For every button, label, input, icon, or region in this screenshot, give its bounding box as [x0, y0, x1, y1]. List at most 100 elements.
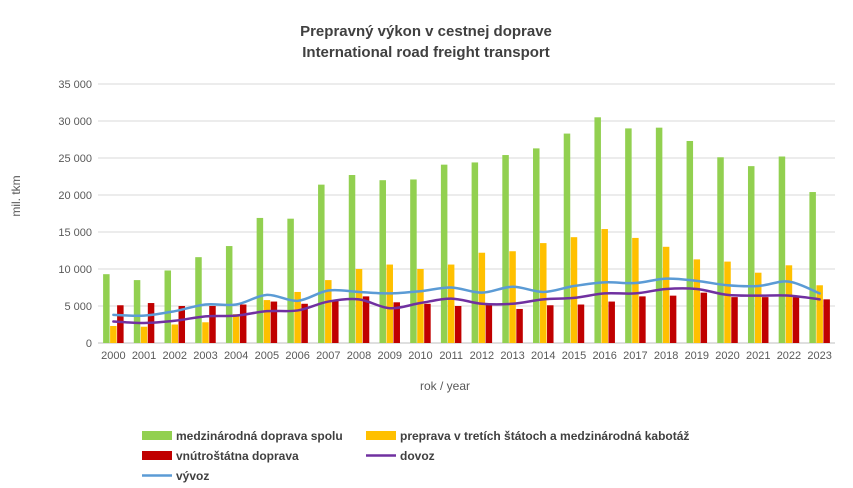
legend-label: vývoz: [176, 469, 209, 483]
bar-1: [686, 140, 694, 343]
x-tick-label: 2018: [654, 350, 678, 362]
x-tick-label: 2008: [347, 350, 371, 362]
bar-3: [301, 303, 308, 343]
x-tick-label: 2011: [439, 350, 463, 362]
bar-1: [164, 270, 172, 343]
x-tick-label: 2009: [377, 350, 401, 362]
bar-1: [625, 128, 632, 343]
y-tick-label: 15 000: [58, 227, 92, 239]
x-tick-label: 2013: [500, 350, 524, 362]
bar-1: [379, 180, 386, 343]
bar-2: [570, 237, 578, 343]
x-tick-label: 2007: [316, 350, 340, 362]
bar-2: [417, 269, 424, 343]
bar-2: [232, 314, 240, 343]
bar-2: [754, 272, 762, 343]
bar-1: [809, 192, 816, 343]
bar-3: [823, 299, 830, 343]
bar-2: [478, 252, 486, 343]
bar-2: [294, 291, 301, 343]
bar-3: [547, 305, 554, 343]
y-tick-label: 30 000: [58, 116, 92, 128]
x-tick-label: 2012: [470, 350, 494, 362]
bar-1: [287, 218, 294, 343]
bar-2: [386, 264, 393, 343]
x-tick-label: 2017: [623, 350, 647, 362]
bar-1: [717, 157, 724, 343]
bar-2: [693, 259, 701, 343]
x-tick-label: 2015: [562, 350, 586, 362]
x-tick-label: 2006: [285, 350, 309, 362]
bars: [103, 117, 830, 343]
bar-2: [724, 261, 731, 343]
bar-3: [424, 303, 431, 343]
bar-3: [731, 297, 738, 343]
bar-2: [110, 325, 117, 343]
bar-2: [632, 237, 639, 343]
bar-2: [325, 280, 332, 343]
bar-3: [209, 306, 216, 343]
x-tick-label: 2005: [255, 350, 279, 362]
bar-1: [471, 162, 479, 343]
bar-1: [410, 179, 417, 343]
x-tick-label: 2021: [746, 350, 770, 362]
bar-3: [792, 297, 800, 343]
bar-3: [516, 308, 523, 343]
bar-2: [140, 326, 148, 343]
series-line-1: [112, 287, 821, 325]
legend-swatch: [142, 451, 172, 460]
bar-1: [103, 274, 110, 343]
x-tick-label: 2022: [777, 350, 801, 362]
bar-3: [178, 306, 186, 343]
legend-swatch: [142, 431, 172, 440]
legend-label: vnútroštátna doprava: [176, 449, 299, 463]
x-axis-title: rok / year: [420, 379, 470, 393]
y-tick-label: 25 000: [58, 153, 92, 165]
bar-3: [700, 292, 708, 343]
y-tick-label: 5 000: [64, 301, 92, 313]
bar-2: [816, 285, 823, 343]
legend: medzinárodná doprava spolu preprava v tre…: [142, 429, 689, 483]
legend-label: medzinárodná doprava spolu: [176, 429, 343, 443]
bar-1: [747, 166, 755, 343]
bar-3: [577, 304, 585, 343]
bar-2: [447, 264, 455, 343]
bar-1: [563, 133, 571, 343]
y-tick-label: 35 000: [58, 79, 92, 91]
x-tick-label: 2014: [531, 350, 555, 362]
bar-1: [440, 164, 448, 343]
bar-1: [348, 175, 356, 343]
bar-2: [171, 324, 179, 343]
bar-3: [669, 295, 677, 343]
x-tick-label: 2000: [101, 350, 125, 362]
bar-2: [662, 246, 670, 343]
bar-1: [655, 127, 663, 343]
y-tick-label: 10 000: [58, 264, 92, 276]
tick-labels: 0 5 000 10 000 15 000 20 000 25 000 30 000 35 0…: [58, 79, 832, 362]
bar-3: [362, 296, 370, 343]
gridlines: [98, 83, 835, 344]
bar-3: [454, 306, 462, 343]
y-tick-label: 0: [86, 338, 92, 350]
bar-1: [225, 246, 233, 343]
bar-3: [608, 301, 615, 343]
bar-2: [263, 300, 271, 343]
legend-swatch: [366, 431, 396, 440]
bar-3: [485, 303, 493, 343]
legend-label: dovoz: [400, 449, 435, 463]
series-line-2: [112, 277, 821, 318]
bar-3: [270, 301, 278, 343]
bar-1: [195, 257, 202, 343]
bar-3: [117, 305, 124, 343]
x-tick-label: 2004: [224, 350, 248, 362]
bar-3: [761, 297, 769, 343]
bar-1: [594, 117, 601, 343]
y-tick-label: 20 000: [58, 190, 92, 202]
bar-3: [239, 304, 247, 343]
bar-2: [785, 265, 793, 343]
bar-1: [318, 184, 325, 343]
x-tick-label: 2020: [715, 350, 739, 362]
x-tick-label: 2010: [408, 350, 432, 362]
x-tick-label: 2002: [163, 350, 187, 362]
